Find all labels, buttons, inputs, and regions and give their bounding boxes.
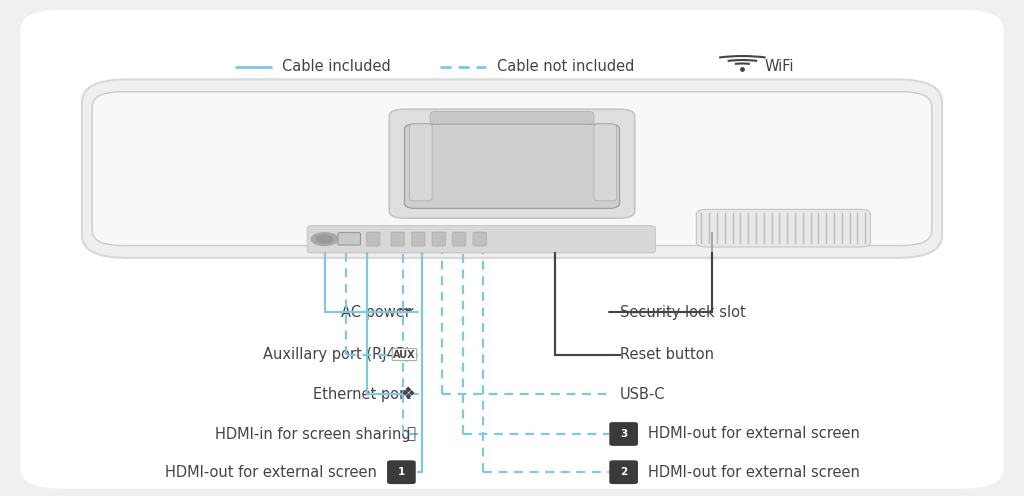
Text: AUX: AUX <box>393 350 416 360</box>
Circle shape <box>316 235 333 243</box>
Text: Security lock slot: Security lock slot <box>620 305 745 320</box>
Text: HDMI-out for external screen: HDMI-out for external screen <box>165 465 377 480</box>
FancyBboxPatch shape <box>367 232 380 246</box>
FancyBboxPatch shape <box>594 124 616 201</box>
Text: Cable included: Cable included <box>282 60 390 74</box>
Circle shape <box>311 233 338 246</box>
FancyBboxPatch shape <box>410 124 432 201</box>
Text: WiFi: WiFi <box>765 60 795 74</box>
FancyBboxPatch shape <box>430 112 594 124</box>
Text: USB-C: USB-C <box>620 387 665 402</box>
Text: Cable not included: Cable not included <box>497 60 634 74</box>
FancyBboxPatch shape <box>404 124 620 208</box>
FancyBboxPatch shape <box>432 232 445 246</box>
Text: ❖: ❖ <box>400 385 416 403</box>
FancyBboxPatch shape <box>387 460 416 484</box>
FancyBboxPatch shape <box>473 232 486 246</box>
Text: 2: 2 <box>620 467 628 477</box>
Text: AC power: AC power <box>341 305 411 320</box>
Text: 3: 3 <box>620 429 628 439</box>
Text: Ethernet port: Ethernet port <box>312 387 411 402</box>
FancyBboxPatch shape <box>696 209 870 247</box>
Text: ~: ~ <box>397 300 416 320</box>
Text: HDMI-in for screen sharing: HDMI-in for screen sharing <box>215 427 411 441</box>
FancyBboxPatch shape <box>20 10 1004 489</box>
FancyBboxPatch shape <box>453 232 466 246</box>
FancyBboxPatch shape <box>92 92 932 246</box>
Text: Auxillary port (RJ45): Auxillary port (RJ45) <box>263 347 411 362</box>
Text: Reset button: Reset button <box>620 347 714 362</box>
FancyBboxPatch shape <box>389 109 635 218</box>
Text: HDMI-out for external screen: HDMI-out for external screen <box>648 465 860 480</box>
FancyBboxPatch shape <box>307 226 655 253</box>
FancyBboxPatch shape <box>338 233 360 245</box>
FancyBboxPatch shape <box>412 232 425 246</box>
Text: HDMI-out for external screen: HDMI-out for external screen <box>648 427 860 441</box>
FancyBboxPatch shape <box>82 79 942 258</box>
FancyBboxPatch shape <box>609 460 638 484</box>
Text: ⌗: ⌗ <box>407 427 416 441</box>
Text: 1: 1 <box>397 467 406 477</box>
FancyBboxPatch shape <box>391 232 404 246</box>
FancyBboxPatch shape <box>609 422 638 446</box>
